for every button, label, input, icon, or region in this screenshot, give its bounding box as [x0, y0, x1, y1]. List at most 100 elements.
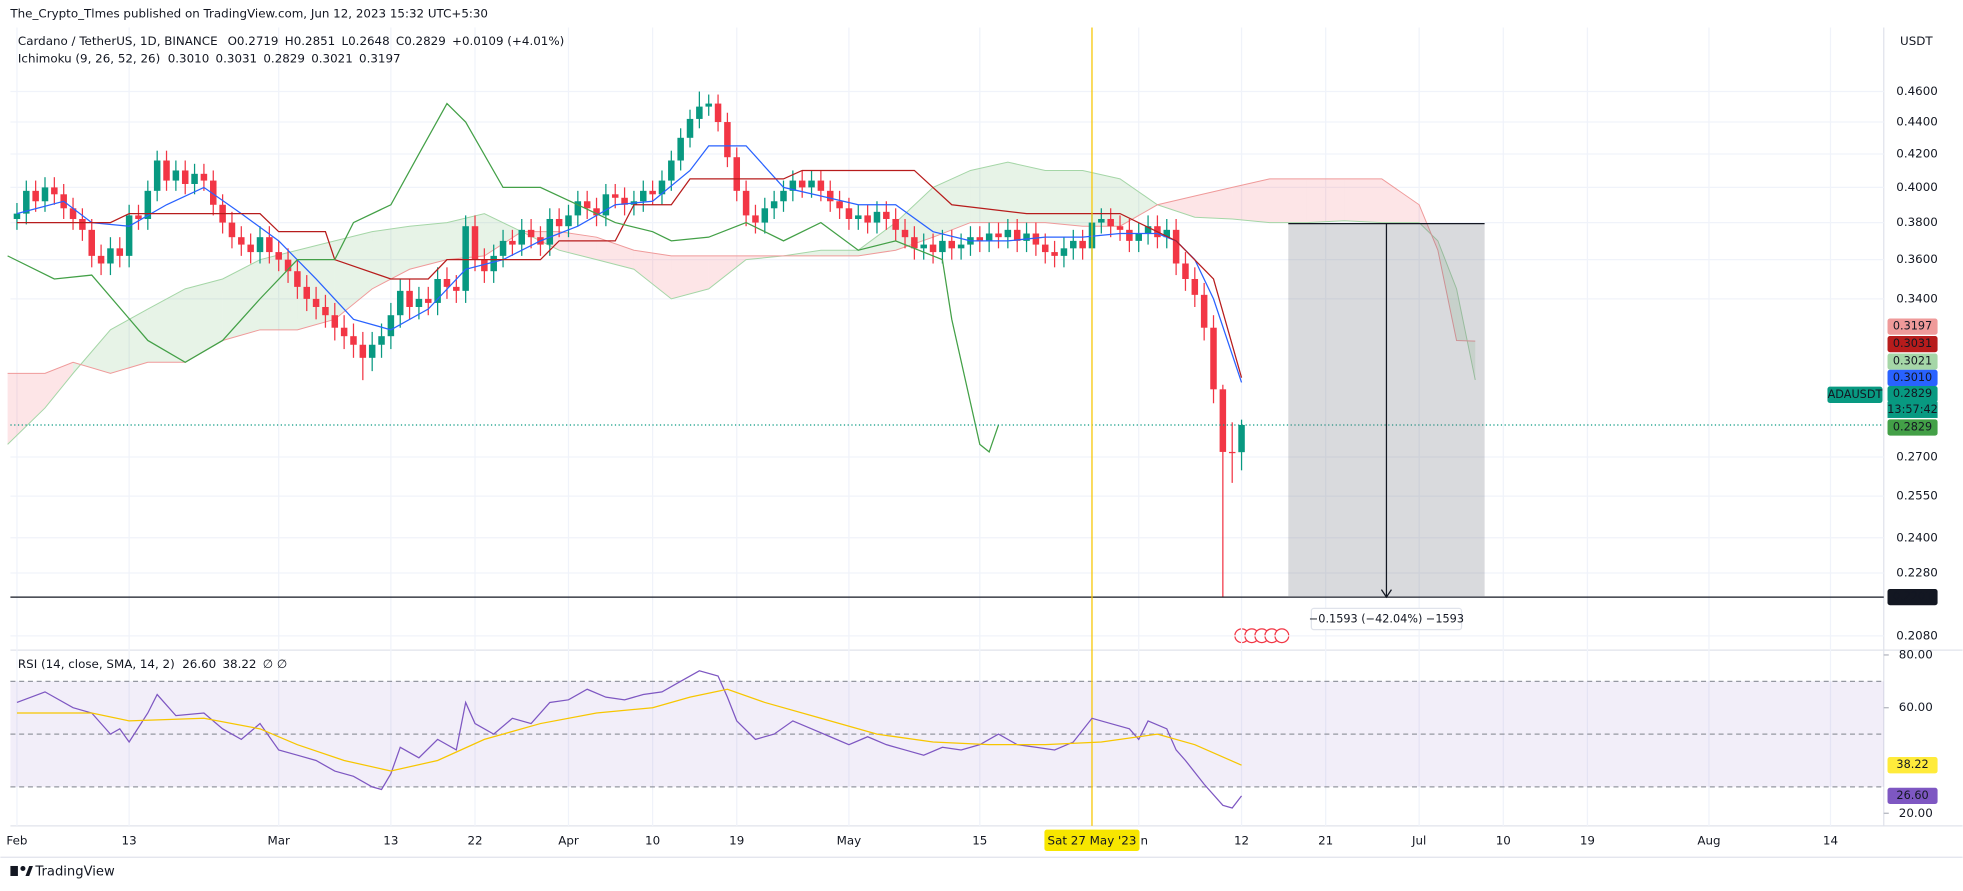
x-tick-label: 12 [1234, 833, 1249, 847]
candle-body [1172, 229, 1180, 264]
hline-tag-box [1887, 589, 1938, 606]
legend-item: L0.2648 [342, 34, 390, 48]
hline-tag: 0.2201 [1893, 590, 1932, 603]
candle-body [864, 215, 871, 223]
candle-body [359, 344, 367, 358]
candle-body [574, 201, 582, 216]
candle-body [957, 244, 965, 249]
cloud-segment [970, 162, 1008, 223]
candle-body [798, 180, 806, 188]
candle-body [658, 180, 666, 195]
candle-body [836, 201, 843, 209]
candle-body [929, 244, 937, 253]
legend-item: 0.3031 [216, 51, 258, 65]
candle-body [481, 259, 488, 272]
rsi-tick-label: 80.00 [1899, 647, 1933, 661]
candle-body [1116, 226, 1124, 230]
candle-body [499, 240, 507, 256]
candle-body [1051, 252, 1058, 256]
last-price-tag: 0.2829 [1893, 387, 1932, 400]
candle-body [378, 336, 385, 345]
symbol-tag-box [1827, 386, 1883, 403]
candle-body [686, 118, 694, 138]
candle-body [471, 226, 479, 260]
y-tick-label: 0.2080 [1896, 628, 1938, 642]
x-tick-label: 19 [1580, 833, 1595, 847]
rsi-line [16, 688, 1242, 772]
x-tick-label: Mar [267, 833, 290, 847]
candle-body [901, 229, 909, 238]
candle-body [144, 190, 152, 219]
cloud-segment [820, 250, 859, 256]
candle-body [97, 255, 105, 264]
price-tag: 0.3021 [1893, 355, 1932, 368]
candle-body [69, 208, 77, 219]
currency: USDT [1900, 34, 1933, 48]
cloud-segment [7, 373, 45, 445]
candle-body [1079, 240, 1086, 249]
cloud-segment [147, 288, 186, 363]
candle-body [948, 240, 956, 249]
y-tick-label: 0.4600 [1896, 84, 1938, 98]
candle-body [210, 180, 217, 205]
candle-body [247, 244, 254, 253]
candle-body [593, 208, 600, 216]
candle-body [350, 336, 357, 345]
cloud-segment [1381, 178, 1420, 223]
candle-body [1013, 229, 1021, 241]
measure-label-box [1310, 607, 1463, 631]
candle-body [425, 298, 432, 303]
grid [10, 27, 1884, 826]
candle-body [808, 180, 815, 188]
measure-arrowhead [1380, 589, 1392, 599]
candle-body [1060, 248, 1068, 256]
y-tick-label: 0.3400 [1896, 291, 1938, 305]
rsi-tag: 38.22 [1896, 758, 1928, 771]
candle-body [789, 180, 797, 191]
candle-body [266, 237, 273, 253]
candle-body [555, 218, 563, 227]
candle-body [1098, 218, 1105, 223]
candle-body [116, 248, 124, 256]
y-tick-label: 0.2400 [1896, 530, 1938, 544]
brand-logo [10, 865, 33, 876]
cloud-segment [1120, 178, 1158, 227]
candle-body [163, 160, 170, 181]
cloud-segment [1344, 178, 1382, 223]
candle-body [546, 218, 554, 245]
candle-body [752, 215, 759, 223]
x-tick-label: 10 [645, 833, 660, 847]
cloud-segment [185, 278, 223, 363]
cloud-segment [1194, 187, 1233, 219]
rsi-tag-box [1887, 787, 1938, 804]
legend-item: 0.3197 [359, 51, 401, 65]
candle-body [256, 237, 264, 253]
candle-body [705, 103, 712, 107]
candle-body [1238, 424, 1245, 453]
candle-body [1163, 229, 1171, 238]
cloud-segment [671, 255, 709, 299]
candle-body [668, 160, 675, 181]
legend-item: 26.60 [182, 657, 216, 671]
x-tick-label: Aug [1697, 833, 1720, 847]
candle-body [911, 237, 918, 249]
cloud-segment [708, 255, 747, 289]
legend-item: O0.2719 [228, 34, 279, 48]
x-tick-label: 10 [1496, 833, 1511, 847]
candle-body [415, 298, 423, 307]
y-tick-label: 0.2700 [1896, 449, 1938, 463]
x-tick-label: Feb [6, 833, 27, 847]
price-tag-box [1887, 318, 1938, 335]
candle-body [1023, 233, 1030, 241]
candle-body [387, 315, 395, 337]
candle-body [88, 229, 95, 256]
cloud-segment [334, 231, 373, 320]
legend-item: +0.0109 (+4.01%) [452, 34, 564, 48]
legend-item: RSI (14, close, SMA, 14, 2) [18, 657, 175, 671]
candle-body [733, 157, 741, 191]
candle-body [640, 190, 647, 202]
legend-item: Ichimoku (9, 26, 52, 26) [18, 51, 160, 65]
candle-body [1200, 294, 1208, 328]
candle-body [322, 306, 329, 316]
